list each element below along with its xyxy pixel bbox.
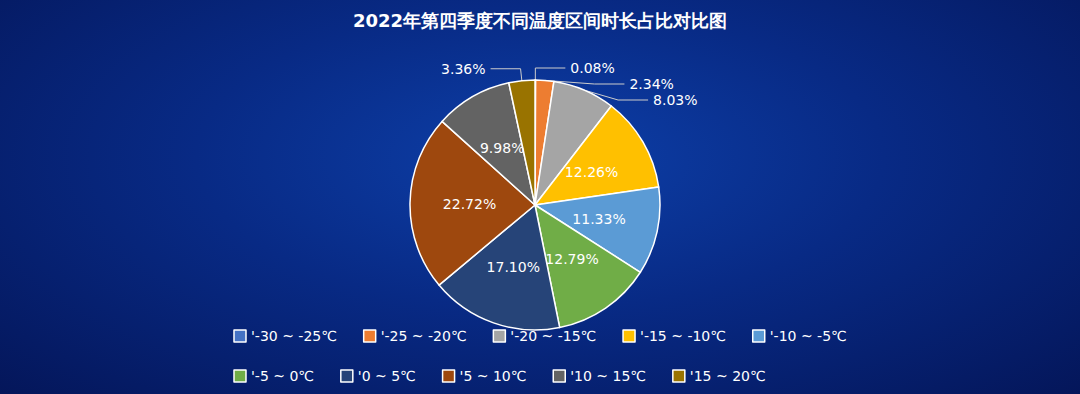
svg-text:0.08%: 0.08% <box>570 60 614 76</box>
svg-text:12.79%: 12.79% <box>545 251 598 267</box>
svg-text:'15 ~ 20℃: '15 ~ 20℃ <box>690 368 766 384</box>
svg-text:2022年第四季度不同温度区间时长占比对比图: 2022年第四季度不同温度区间时长占比对比图 <box>353 10 727 31</box>
svg-text:'-15 ~ -10℃: '-15 ~ -10℃ <box>640 328 726 344</box>
svg-text:8.03%: 8.03% <box>653 92 697 108</box>
svg-text:17.10%: 17.10% <box>487 259 540 275</box>
svg-text:'-30 ~ -25℃: '-30 ~ -25℃ <box>251 328 337 344</box>
svg-text:'0 ~ 5℃: '0 ~ 5℃ <box>358 368 416 384</box>
svg-text:'-5 ~ 0℃: '-5 ~ 0℃ <box>251 368 314 384</box>
svg-text:12.26%: 12.26% <box>565 164 618 180</box>
svg-text:'10 ~ 15℃: '10 ~ 15℃ <box>570 368 646 384</box>
svg-text:'-25 ~ -20℃: '-25 ~ -20℃ <box>381 328 467 344</box>
svg-text:'-10 ~ -5℃: '-10 ~ -5℃ <box>770 328 847 344</box>
svg-text:9.98%: 9.98% <box>480 140 524 156</box>
svg-text:11.33%: 11.33% <box>572 211 625 227</box>
svg-text:3.36%: 3.36% <box>441 61 485 77</box>
svg-text:22.72%: 22.72% <box>443 196 496 212</box>
svg-text:2.34%: 2.34% <box>629 76 673 92</box>
svg-text:'5 ~ 10℃: '5 ~ 10℃ <box>460 368 527 384</box>
svg-text:'-20 ~ -15℃: '-20 ~ -15℃ <box>510 328 596 344</box>
